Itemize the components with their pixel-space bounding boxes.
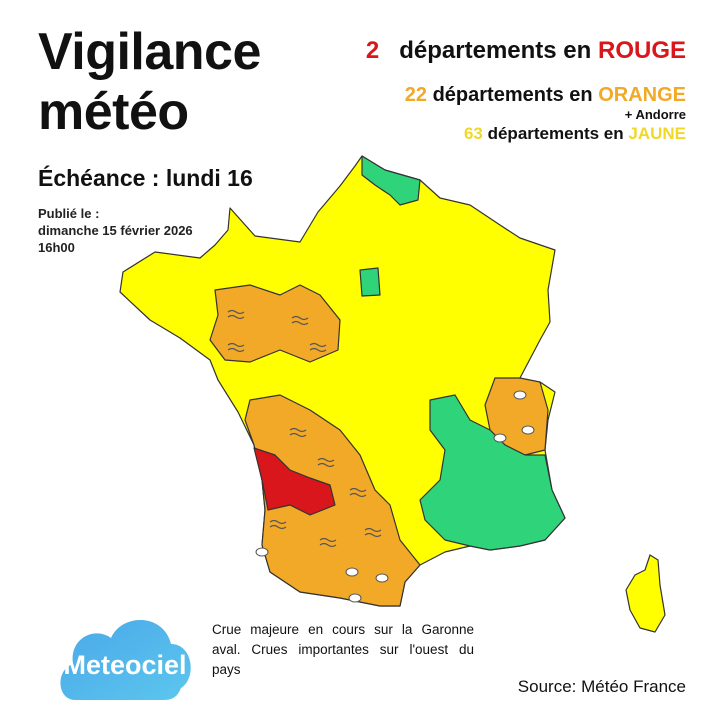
region-red-gironde bbox=[253, 447, 336, 516]
publication: Publié le : dimanche 15 février 2026 16h… bbox=[38, 205, 193, 256]
flood-wave-icon bbox=[309, 342, 327, 353]
level: JAUNE bbox=[628, 124, 686, 143]
stat-rouge: 2 départements en ROUGE bbox=[366, 36, 686, 66]
page-title: Vigilance météo bbox=[38, 22, 261, 142]
rain-flood-icon bbox=[375, 573, 389, 583]
flood-wave-icon bbox=[364, 527, 382, 538]
flood-wave-icon bbox=[227, 309, 245, 320]
text: départements en bbox=[487, 124, 624, 143]
flood-wave-icon bbox=[289, 427, 307, 438]
meteociel-logo: Meteociel bbox=[60, 619, 191, 700]
flood-wave-icon bbox=[227, 342, 245, 353]
rain-flood-icon bbox=[345, 567, 359, 577]
region-orange-west bbox=[209, 284, 341, 363]
flood-wave-icon bbox=[269, 519, 287, 530]
publication-time: 16h00 bbox=[38, 240, 75, 255]
stat-orange: 22 départements en ORANGE bbox=[405, 84, 686, 106]
rain-flood-icon bbox=[348, 593, 362, 603]
count: 22 bbox=[404, 84, 428, 106]
count: 63 bbox=[463, 124, 483, 143]
title-line2: météo bbox=[38, 83, 189, 141]
rain-flood-icon bbox=[255, 547, 269, 557]
corsica bbox=[625, 554, 666, 633]
flood-wave-icon bbox=[291, 315, 309, 326]
source: Source: Météo France bbox=[517, 677, 686, 696]
count: 2 bbox=[365, 37, 380, 64]
region-green-southeast bbox=[419, 394, 566, 551]
region-green-paris bbox=[359, 267, 381, 297]
publication-date: dimanche 15 février 2026 bbox=[38, 223, 193, 238]
text: départements en bbox=[432, 84, 593, 106]
publication-label: Publié le : bbox=[38, 206, 100, 221]
flood-wave-icon bbox=[349, 487, 367, 498]
logo-text: Meteociel bbox=[63, 650, 186, 680]
level: ORANGE bbox=[598, 84, 686, 106]
rain-flood-icon bbox=[513, 390, 527, 400]
flood-wave-icon bbox=[317, 457, 335, 468]
stat-jaune: 63 départements en JAUNE bbox=[464, 124, 686, 144]
level: ROUGE bbox=[597, 37, 686, 64]
stat-andorre: + Andorre bbox=[624, 107, 686, 122]
flood-note: Crue majeure en cours sur la Garonne ava… bbox=[212, 622, 474, 677]
flood-wave-icon bbox=[319, 537, 337, 548]
rain-flood-icon bbox=[521, 425, 535, 435]
flood-wave-icons bbox=[227, 309, 382, 548]
echeance: Échéance : lundi 16 bbox=[38, 165, 253, 191]
region-green-north bbox=[361, 155, 421, 206]
rain-flood-icons bbox=[255, 390, 535, 603]
text: départements en bbox=[399, 37, 592, 64]
title-line1: Vigilance bbox=[38, 23, 261, 81]
rain-flood-icon bbox=[493, 433, 507, 443]
